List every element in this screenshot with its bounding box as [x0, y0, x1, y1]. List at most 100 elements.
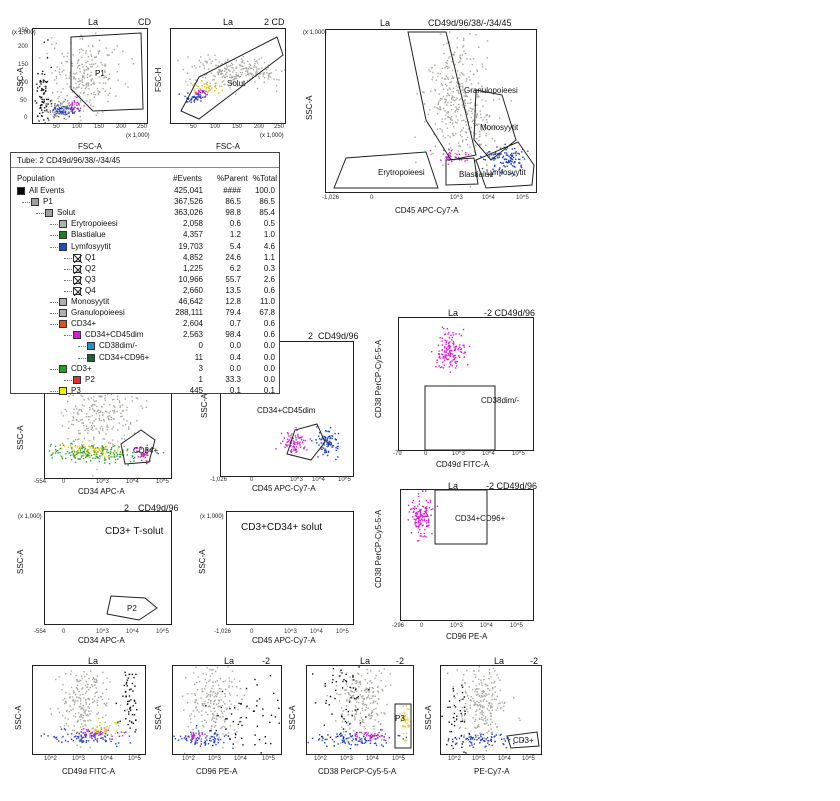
hierarchy-row[interactable]: Lymfosyytit 19,703 5.4 4.6 [11, 242, 279, 253]
event-dot [63, 69, 65, 71]
plot-area[interactable]: CD3+CD34+ solut [226, 511, 354, 625]
event-dot [475, 736, 477, 738]
hierarchy-row[interactable]: Granulopoieesi 288,111 79.4 67.8 [11, 308, 279, 319]
hierarchy-row[interactable]: Monosyytit 46,642 12.8 11.0 [11, 297, 279, 308]
axis-scale-label: (x 1,000) [303, 30, 327, 36]
gate-p3[interactable] [394, 703, 412, 749]
event-dot [96, 739, 98, 741]
gate-erytropoieesi[interactable] [333, 151, 439, 189]
event-dot [258, 58, 260, 60]
gate-cd34-cd45dim[interactable] [286, 423, 326, 461]
hierarchy-row[interactable]: Q1 4,852 24.6 1.1 [11, 253, 279, 264]
event-dot [219, 69, 221, 72]
gate-solut[interactable] [180, 36, 284, 120]
hierarchy-row[interactable]: CD38dim/- 0 0.0 0.0 [11, 341, 279, 352]
hierarchy-row[interactable]: CD34+CD45dim 2,563 98.4 0.6 [11, 330, 279, 341]
event-dot [513, 156, 515, 159]
event-dot [247, 73, 249, 76]
event-dot [191, 65, 193, 68]
event-dot [491, 706, 493, 709]
hierarchy-row[interactable]: Q2 1,225 6.2 0.3 [11, 264, 279, 275]
event-dot [438, 350, 440, 352]
event-dot [299, 436, 301, 439]
hierarchy-row[interactable]: Q3 10,966 55.7 2.6 [11, 275, 279, 286]
event-dot [204, 74, 206, 76]
hierarchy-row[interactable]: Q4 2,660 13.5 0.6 [11, 286, 279, 297]
event-dot [295, 437, 297, 439]
event-dot [450, 115, 453, 118]
event-dot [489, 673, 491, 675]
event-dot [515, 152, 517, 154]
gate-cd3[interactable] [506, 731, 540, 749]
gate-cd34-cd96[interactable] [434, 490, 488, 545]
gate-monosyytit[interactable] [473, 89, 517, 161]
event-dot [475, 133, 477, 135]
hierarchy-row[interactable]: Erytropoieesi 2,058 0.6 0.5 [11, 219, 279, 230]
event-dot [229, 708, 231, 710]
event-dot [431, 78, 433, 81]
gate-p1[interactable] [70, 32, 144, 112]
plot-area[interactable]: P1 [32, 28, 148, 124]
event-dot [363, 726, 365, 728]
event-dot [233, 78, 236, 80]
event-dot [93, 93, 95, 96]
gate-blastialue[interactable] [445, 157, 479, 186]
event-dot [183, 737, 186, 739]
gate-cd38dim[interactable] [424, 385, 496, 450]
event-dot [509, 156, 512, 159]
plot-area[interactable] [32, 665, 146, 755]
hierarchy-row[interactable]: P3 445 0.1 0.1 [11, 386, 279, 397]
event-dot [81, 410, 83, 412]
hierarchy-row[interactable]: CD34+ 2,604 0.7 0.6 [11, 319, 279, 330]
gate-granulopoieesi[interactable] [407, 31, 477, 161]
event-dot [109, 738, 111, 740]
x-tick: 10^4 [366, 756, 379, 762]
event-dot [352, 675, 354, 677]
event-dot [143, 455, 145, 457]
event-dot [110, 740, 112, 743]
hierarchy-row[interactable]: P2 1 33.3 0.0 [11, 375, 279, 386]
hierarchy-row[interactable]: CD34+CD96+ 11 0.4 0.0 [11, 353, 279, 364]
plot-area[interactable]: CD3+ T-solut P2 [44, 511, 172, 625]
plot-area[interactable] [172, 665, 282, 755]
plot-area[interactable]: P3 [306, 665, 414, 755]
x-tick: 10^3 [450, 195, 463, 201]
hierarchy-row[interactable]: Solut 363,026 98.8 85.4 [11, 208, 279, 219]
event-dot [71, 451, 73, 453]
x-tick: 10^5 [262, 756, 275, 762]
event-dot [85, 709, 87, 711]
gate-cd34[interactable] [120, 429, 156, 465]
event-dot [363, 698, 365, 700]
event-dot [77, 413, 79, 415]
plot-area[interactable]: CD34+CD96+ [400, 489, 534, 621]
event-dot [129, 742, 131, 744]
plot-area[interactable]: Granulopoieesi Monosyytit Erytropoieesi … [325, 29, 537, 193]
plot-area[interactable]: CD34+ [44, 385, 172, 479]
event-dot [447, 76, 449, 79]
hierarchy-row[interactable]: CD3+ 3 0.0 0.0 [11, 364, 279, 375]
event-dot [78, 110, 80, 112]
hierarchy-row[interactable]: Blastialue 4,357 1.2 1.0 [11, 230, 279, 241]
event-dot [96, 87, 99, 90]
event-dot [421, 516, 424, 518]
event-dot [113, 48, 115, 51]
plot-area[interactable]: CD3+ [440, 665, 542, 755]
event-dot [95, 730, 98, 732]
event-dot [445, 357, 447, 360]
event-dot [449, 341, 451, 343]
event-dot [513, 162, 515, 164]
hierarchy-row[interactable]: P1 367,526 86.5 86.5 [11, 197, 279, 208]
plot-area[interactable]: Solut [170, 28, 286, 124]
plot-area[interactable]: CD38dim/- [398, 317, 534, 451]
event-dot [402, 717, 404, 719]
gate-lymfosyytit[interactable] [475, 141, 535, 189]
hierarchy-row[interactable]: All Events 425,041 #### 100.0 [11, 186, 279, 197]
gate-label-p1: P1 [95, 69, 105, 78]
event-dot [465, 132, 468, 134]
event-dot [46, 110, 48, 113]
gate-p2[interactable] [106, 595, 158, 621]
event-dot [83, 454, 85, 456]
event-dot [500, 733, 502, 736]
event-dot [106, 393, 109, 395]
event-dot [187, 92, 189, 94]
